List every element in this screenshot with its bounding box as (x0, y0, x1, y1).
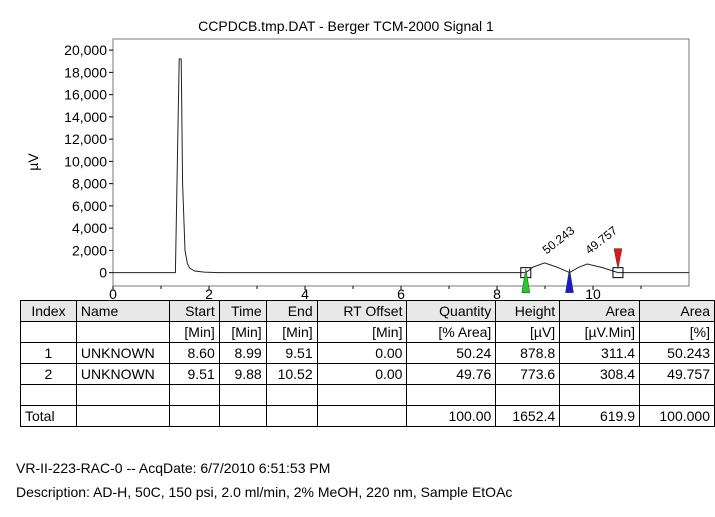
y-axis-label: µV (25, 153, 41, 171)
table-cell (20, 384, 77, 406)
total-cell (316, 405, 408, 427)
y-tick-label: 8,000 (72, 176, 107, 192)
unit-cell: [µV] (495, 321, 561, 343)
total-cell (75, 405, 170, 427)
peak-table: Index Name Start Time End RT Offset Quan… (20, 300, 715, 427)
total-cell: Total (20, 405, 77, 427)
y-tick-label: 2,000 (72, 242, 107, 258)
unit-cell: [% Area] (406, 321, 497, 343)
unit-cell: [Min] (218, 321, 267, 343)
y-tick-label: 20,000 (64, 42, 107, 58)
total-cell (168, 405, 220, 427)
x-tick-label: 2 (205, 286, 213, 300)
table-cell: 50.24 (406, 342, 497, 364)
table-cell: 49.757 (639, 363, 715, 385)
x-tick-label: 0 (109, 286, 117, 300)
unit-cell: [Min] (168, 321, 220, 343)
x-tick-label: 8 (493, 286, 501, 300)
table-cell (168, 384, 220, 406)
col-end-header: End (265, 300, 318, 322)
col-height-header: Height (495, 300, 561, 322)
x-tick-label: 4 (301, 286, 309, 300)
table-cell: 49.76 (406, 363, 497, 385)
col-start-header: Start (168, 300, 220, 322)
table-cell: 9.51 (265, 342, 318, 364)
y-tick-label: 18,000 (64, 64, 107, 80)
y-tick-label: 0 (99, 265, 107, 281)
col-quantity-header: Quantity (406, 300, 497, 322)
y-tick-label: 4,000 (72, 220, 107, 236)
peak-marker (565, 268, 574, 293)
table-cell (316, 384, 408, 406)
col-name-header: Name (75, 300, 170, 322)
plot-frame (112, 38, 690, 287)
y-tick-label: 10,000 (64, 153, 107, 169)
table-row-empty (20, 384, 715, 406)
table-cell (495, 384, 561, 406)
total-row: Total 100.00 1652.4 619.9 100.000 (20, 405, 715, 427)
table-cell (406, 384, 497, 406)
acquisition-info: VR-II-223-RAC-0 -- AcqDate: 6/7/2010 6:5… (16, 460, 331, 476)
total-cell: 100.000 (639, 405, 715, 427)
table-cell: 0.00 (316, 342, 408, 364)
unit-cell (20, 321, 77, 343)
table-cell: 8.99 (218, 342, 267, 364)
table-cell (559, 384, 641, 406)
unit-cell: [%] (639, 321, 715, 343)
table-cell (639, 384, 715, 406)
table-cell: UNKNOWN (75, 363, 170, 385)
unit-cell: [µV.Min] (559, 321, 641, 343)
table-cell (75, 384, 170, 406)
total-cell (218, 405, 267, 427)
table-cell (218, 384, 267, 406)
units-row: [Min] [Min] [Min] [Min] [% Area] [µV] [µ… (20, 321, 715, 343)
table-cell: UNKNOWN (75, 342, 170, 364)
col-area-header: Area (559, 300, 641, 322)
table-cell: 8.60 (168, 342, 220, 364)
table-cell: 311.4 (559, 342, 641, 364)
table-cell: 1 (20, 342, 77, 364)
y-tick-label: 14,000 (64, 109, 107, 125)
total-cell: 100.00 (406, 405, 497, 427)
table-cell: 0.00 (316, 363, 408, 385)
total-cell: 619.9 (559, 405, 641, 427)
peak-end-marker (613, 248, 623, 269)
table-row: 1 UNKNOWN 8.60 8.99 9.51 0.00 50.24 878.… (20, 342, 715, 364)
peak-marker (521, 268, 531, 293)
chart-title: CCPDCB.tmp.DAT - Berger TCM-2000 Signal … (198, 18, 494, 34)
table-cell: 50.243 (639, 342, 715, 364)
table-cell: 308.4 (559, 363, 641, 385)
table-row: 2 UNKNOWN 9.51 9.88 10.52 0.00 49.76 773… (20, 363, 715, 385)
header-row: Index Name Start Time End RT Offset Quan… (20, 300, 715, 322)
signal-trace (113, 58, 689, 274)
x-tick-label: 10 (585, 286, 601, 300)
col-index-header: Index (20, 300, 77, 322)
col-time-header: Time (218, 300, 267, 322)
unit-cell: [Min] (316, 321, 408, 343)
table-cell: 2 (20, 363, 77, 385)
total-cell (265, 405, 318, 427)
table-cell: 9.51 (168, 363, 220, 385)
col-rt-offset-header: RT Offset (316, 300, 408, 322)
unit-cell: [Min] (265, 321, 318, 343)
col-area-pct-header: Area (639, 300, 715, 322)
y-tick-label: 16,000 (64, 87, 107, 103)
table-cell: 773.6 (495, 363, 561, 385)
peak-area-label: 50.243 (540, 223, 578, 257)
method-description: Description: AD-H, 50C, 150 psi, 2.0 ml/… (16, 484, 513, 500)
chromatogram-chart: CCPDCB.tmp.DAT - Berger TCM-2000 Signal … (25, 18, 690, 300)
x-tick-label: 6 (397, 286, 405, 300)
y-tick-label: 6,000 (72, 198, 107, 214)
y-tick-label: 12,000 (64, 131, 107, 147)
unit-cell (75, 321, 170, 343)
table-cell (265, 384, 318, 406)
table-cell: 9.88 (218, 363, 267, 385)
total-cell: 1652.4 (495, 405, 561, 427)
table-cell: 878.8 (495, 342, 561, 364)
table-cell: 10.52 (265, 363, 318, 385)
